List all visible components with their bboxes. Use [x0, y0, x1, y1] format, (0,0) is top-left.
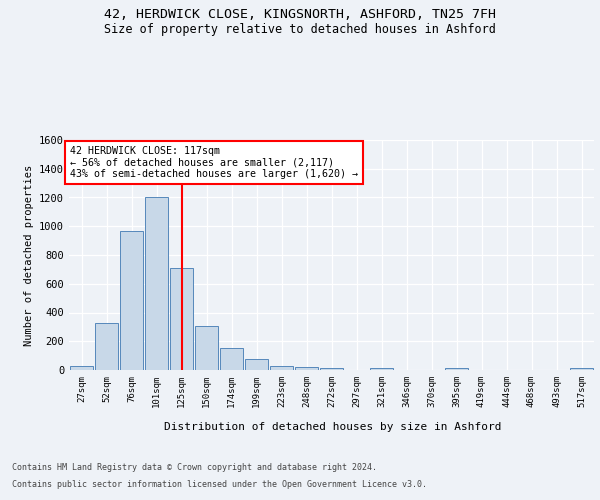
Bar	[370, 368, 393, 370]
Bar	[245, 358, 268, 370]
Bar	[570, 368, 593, 370]
Bar	[220, 348, 243, 370]
Bar	[320, 368, 343, 370]
Bar	[120, 230, 143, 370]
Text: 42, HERDWICK CLOSE, KINGSNORTH, ASHFORD, TN25 7FH: 42, HERDWICK CLOSE, KINGSNORTH, ASHFORD,…	[104, 8, 496, 20]
Bar	[195, 326, 218, 370]
Text: Contains HM Land Registry data © Crown copyright and database right 2024.: Contains HM Land Registry data © Crown c…	[12, 462, 377, 471]
Text: Size of property relative to detached houses in Ashford: Size of property relative to detached ho…	[104, 22, 496, 36]
Bar	[170, 268, 193, 370]
Y-axis label: Number of detached properties: Number of detached properties	[23, 164, 34, 346]
Text: 42 HERDWICK CLOSE: 117sqm
← 56% of detached houses are smaller (2,117)
43% of se: 42 HERDWICK CLOSE: 117sqm ← 56% of detac…	[70, 146, 358, 179]
Bar	[270, 366, 293, 370]
Bar	[70, 366, 93, 370]
Text: Distribution of detached houses by size in Ashford: Distribution of detached houses by size …	[164, 422, 502, 432]
Text: Contains public sector information licensed under the Open Government Licence v3: Contains public sector information licen…	[12, 480, 427, 489]
Bar	[445, 368, 468, 370]
Bar	[145, 198, 168, 370]
Bar	[95, 324, 118, 370]
Bar	[295, 367, 318, 370]
